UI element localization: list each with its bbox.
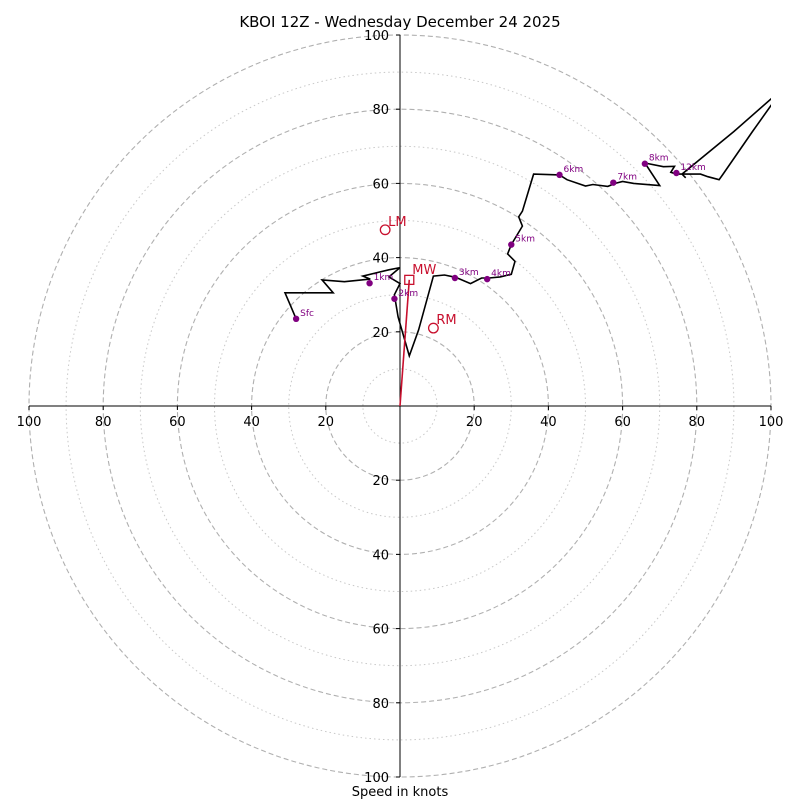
shear-vector [399,279,411,407]
y-tick-label: 40 [372,252,389,267]
storm-motion-markers: MW LM RM [379,215,457,334]
x-tick-label: 40 [540,415,557,430]
chart-title: KBOI 12Z - Wednesday December 24 2025 [239,13,560,31]
x-tick-label: 80 [689,415,706,430]
x-tick-label: 80 [95,415,112,430]
height-marker-point [508,241,515,248]
height-marker-label: 6km [564,165,584,175]
right-mover-label: RM [436,313,456,328]
height-marker-label: 4km [491,269,511,279]
y-tick-label: 80 [372,103,389,118]
x-tick-label: 20 [318,415,335,430]
y-tick-label: 20 [372,474,389,489]
tick-labels: 100 80 60 40 20 20 40 60 80 100 100 80 60 40 20 20 40 60 8… [17,29,784,786]
height-marker-label: 2km [398,289,418,299]
height-marker-label: Sfc [300,309,314,319]
x-tick-label: 40 [243,415,260,430]
y-tick-label: 20 [372,326,389,341]
height-marker-point [673,169,680,177]
x-tick-label: 20 [466,415,483,430]
height-marker-point [556,171,563,179]
height-marker-label: 7km [617,173,637,183]
mean-wind-marker [404,274,415,286]
y-tick-label: 60 [372,623,389,638]
height-marker-point [391,295,398,302]
height-marker-label: 1km [374,273,394,283]
height-marker-point [483,275,491,283]
height-marker-point [641,160,649,167]
height-marker-label: 5km [515,235,535,245]
left-mover-label: LM [388,215,406,230]
right-mover-marker [427,322,439,334]
height-marker-point [292,315,300,323]
x-tick-label: 60 [614,415,631,430]
y-tick-label: 80 [372,697,389,712]
x-tick-label: 100 [17,415,42,430]
height-marker-label: 3km [459,268,479,278]
y-tick-label: 40 [372,548,389,563]
y-tick-label: 100 [364,771,389,786]
height-marker-point [610,179,617,186]
x-tick-label: 100 [759,415,784,430]
height-marker-label: 12km [680,163,705,173]
y-tick-label: 100 [364,29,389,44]
y-tick-label: 60 [372,177,389,192]
height-marker-point [451,274,459,282]
height-markers: Sfc 1km 2km 3km 4km 5km 6km 7km 8km 12km [292,154,706,323]
x-axis-label: Speed in knots [352,785,449,800]
height-marker-label: 8km [649,154,669,164]
hodograph-trace [283,97,771,359]
height-marker-point [366,279,373,287]
x-tick-label: 60 [169,415,186,430]
shear-layer [399,279,411,407]
hodograph-trace-layer [283,97,771,359]
mean-wind-label: MW [412,263,436,278]
left-mover-marker [379,224,391,236]
